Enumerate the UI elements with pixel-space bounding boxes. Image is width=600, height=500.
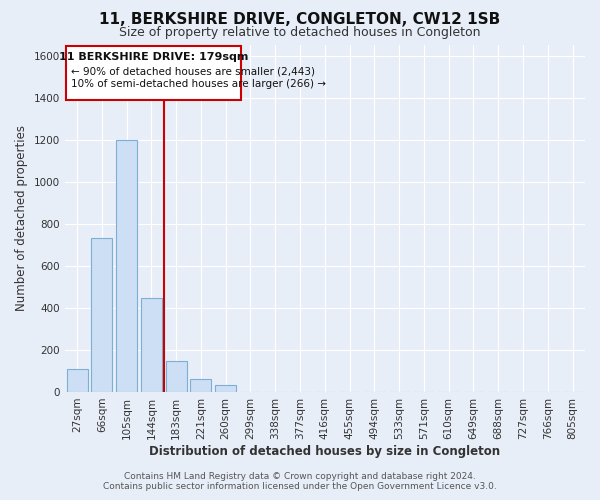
Bar (67, 369, 88, 392)
Text: Size of property relative to detached houses in Congleton: Size of property relative to detached ho… (119, 26, 481, 39)
Text: ← 90% of detached houses are smaller (2,443): ← 90% of detached houses are smaller (2,… (71, 66, 315, 76)
Y-axis label: Number of detached properties: Number of detached properties (15, 126, 28, 312)
Text: Contains HM Land Registry data © Crown copyright and database right 2024.
Contai: Contains HM Land Registry data © Crown c… (103, 472, 497, 491)
Bar (166, 362, 187, 392)
Text: 11, BERKSHIRE DRIVE, CONGLETON, CW12 1SB: 11, BERKSHIRE DRIVE, CONGLETON, CW12 1SB (100, 12, 500, 28)
Bar (91, 238, 112, 392)
Text: 10% of semi-detached houses are larger (266) →: 10% of semi-detached houses are larger (… (71, 78, 326, 88)
Bar (141, 298, 162, 392)
X-axis label: Distribution of detached houses by size in Congleton: Distribution of detached houses by size … (149, 444, 500, 458)
Bar (190, 379, 211, 392)
Text: 11 BERKSHIRE DRIVE: 179sqm: 11 BERKSHIRE DRIVE: 179sqm (59, 52, 248, 62)
Bar (215, 384, 236, 392)
FancyBboxPatch shape (66, 46, 241, 100)
Bar (116, 140, 137, 392)
